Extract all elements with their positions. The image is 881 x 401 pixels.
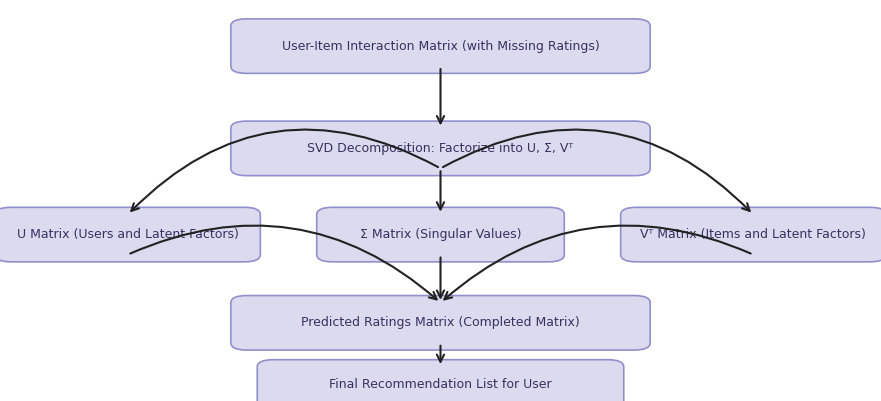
Text: Σ Matrix (Singular Values): Σ Matrix (Singular Values) <box>359 228 522 241</box>
FancyBboxPatch shape <box>317 207 564 262</box>
Text: SVD Decomposition: Factorize into U, Σ, Vᵀ: SVD Decomposition: Factorize into U, Σ, … <box>307 142 574 155</box>
FancyBboxPatch shape <box>0 207 260 262</box>
Text: Predicted Ratings Matrix (Completed Matrix): Predicted Ratings Matrix (Completed Matr… <box>301 316 580 329</box>
Text: U Matrix (Users and Latent Factors): U Matrix (Users and Latent Factors) <box>17 228 239 241</box>
Text: User-Item Interaction Matrix (with Missing Ratings): User-Item Interaction Matrix (with Missi… <box>282 40 599 53</box>
FancyBboxPatch shape <box>620 207 881 262</box>
Text: Final Recommendation List for User: Final Recommendation List for User <box>329 379 552 391</box>
FancyBboxPatch shape <box>231 19 650 73</box>
FancyBboxPatch shape <box>257 360 624 401</box>
Text: Vᵀ Matrix (Items and Latent Factors): Vᵀ Matrix (Items and Latent Factors) <box>640 228 866 241</box>
FancyBboxPatch shape <box>231 121 650 176</box>
FancyBboxPatch shape <box>231 296 650 350</box>
